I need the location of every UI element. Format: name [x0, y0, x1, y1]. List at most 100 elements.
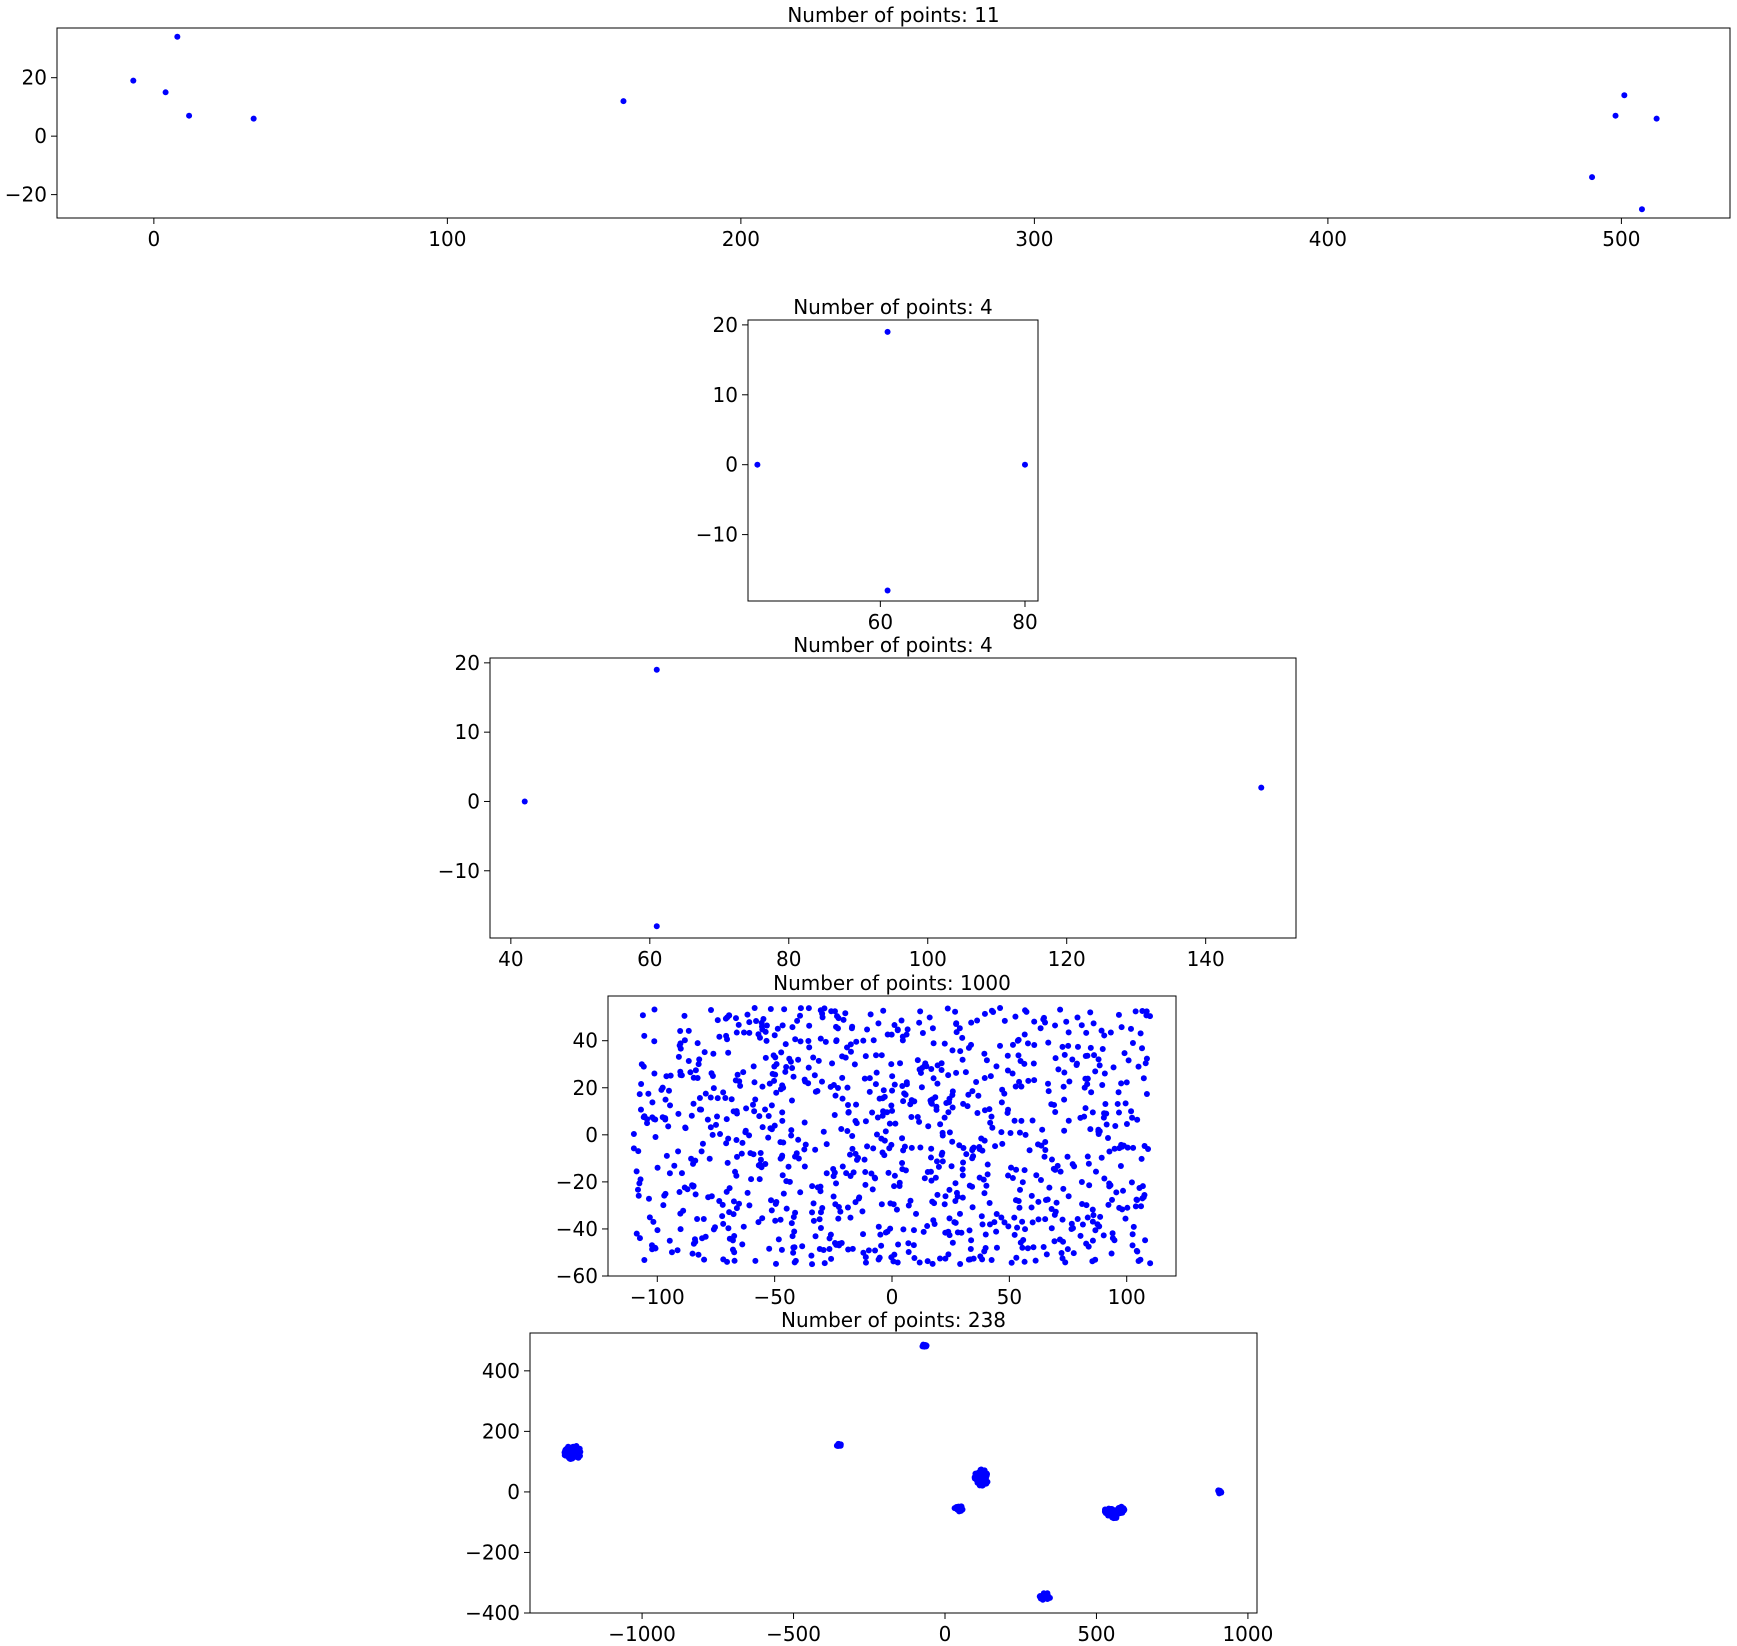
data-point [723, 1116, 730, 1123]
data-point [680, 1207, 687, 1214]
data-point [845, 1246, 852, 1253]
data-point [891, 1183, 898, 1190]
data-point [787, 1058, 794, 1065]
data-point [934, 1080, 941, 1087]
data-point [789, 1233, 796, 1240]
data-point [891, 1081, 898, 1088]
data-point [834, 1013, 841, 1020]
data-point [1084, 1052, 1091, 1059]
data-point [735, 1021, 742, 1028]
data-point [919, 1343, 926, 1350]
data-point [875, 1020, 882, 1027]
data-point [1099, 1046, 1106, 1052]
data-point [250, 115, 257, 122]
data-point [1132, 1008, 1139, 1015]
data-point [1019, 1218, 1026, 1225]
data-point [939, 1149, 946, 1156]
x-tick-label: 200 [722, 227, 760, 251]
data-point [945, 1072, 952, 1079]
data-point [899, 1033, 906, 1040]
data-point [983, 1057, 990, 1064]
data-point [951, 1219, 958, 1226]
data-point [1089, 1258, 1096, 1265]
y-tick-label: −40 [556, 1217, 598, 1241]
data-point [1122, 1215, 1129, 1222]
data-point [1118, 1080, 1125, 1087]
data-point [1004, 1109, 1011, 1116]
data-point [788, 1132, 795, 1139]
data-point [1012, 1197, 1019, 1204]
data-point [1011, 1231, 1018, 1238]
x-tick-label: 1000 [1222, 1622, 1273, 1646]
data-point [844, 1204, 851, 1211]
data-point [878, 1201, 885, 1208]
data-point [668, 1249, 675, 1256]
data-point [809, 1209, 816, 1216]
data-point [790, 1244, 797, 1251]
data-point [1109, 1511, 1116, 1518]
data-point [1098, 1027, 1105, 1034]
data-point [1078, 1022, 1085, 1029]
data-point [896, 1179, 903, 1186]
data-point [1051, 1238, 1058, 1245]
data-point [1589, 174, 1596, 181]
data-point [653, 666, 660, 673]
data-point [630, 1145, 637, 1152]
data-point [733, 1110, 740, 1117]
data-point [993, 1228, 1000, 1235]
data-point [872, 1081, 879, 1088]
data-point [864, 1143, 871, 1150]
data-point [838, 1125, 845, 1132]
data-point [1115, 1011, 1122, 1018]
data-point [762, 1106, 769, 1113]
data-point [1065, 1042, 1072, 1049]
data-point [975, 1469, 982, 1476]
data-point [1107, 1029, 1114, 1036]
data-point [849, 1245, 856, 1252]
data-point [859, 1208, 866, 1215]
data-point [891, 1172, 898, 1179]
data-point [759, 1215, 766, 1222]
data-point [676, 1189, 683, 1196]
data-point [840, 1016, 847, 1023]
data-point [808, 1252, 815, 1259]
y-tick-label: −20 [556, 1170, 598, 1194]
data-point [888, 1102, 895, 1109]
data-point [696, 1106, 703, 1113]
x-tick-label: −500 [766, 1622, 821, 1646]
data-point [1060, 1238, 1067, 1245]
data-point [772, 1260, 779, 1267]
data-point [830, 1166, 837, 1173]
data-point [1041, 1153, 1048, 1160]
data-point [562, 1452, 569, 1459]
data-point [768, 1197, 775, 1204]
data-point [1082, 1105, 1089, 1112]
data-point [130, 77, 137, 84]
data-point [1108, 1250, 1115, 1257]
data-point [695, 1061, 702, 1068]
data-point [1112, 1123, 1119, 1130]
data-point [836, 1242, 843, 1249]
data-point [743, 1105, 750, 1112]
data-point [162, 89, 169, 96]
data-point [1084, 1214, 1091, 1221]
data-point [975, 1092, 982, 1099]
data-point [1013, 1166, 1020, 1173]
data-point [976, 1143, 983, 1150]
data-point [959, 1166, 966, 1173]
data-point [889, 1073, 896, 1080]
data-point [1052, 1109, 1059, 1116]
data-point [1078, 1179, 1085, 1186]
data-point [772, 1071, 779, 1078]
data-point [650, 1115, 657, 1122]
data-point [1068, 1220, 1075, 1227]
data-point [779, 1082, 786, 1089]
data-point [845, 1109, 852, 1116]
data-point [968, 1019, 975, 1026]
data-point [742, 1127, 749, 1134]
data-point [901, 1143, 908, 1150]
data-point [725, 1135, 732, 1142]
x-tick-label: 40 [498, 947, 523, 971]
data-point [962, 1069, 969, 1076]
data-point [767, 1125, 774, 1132]
